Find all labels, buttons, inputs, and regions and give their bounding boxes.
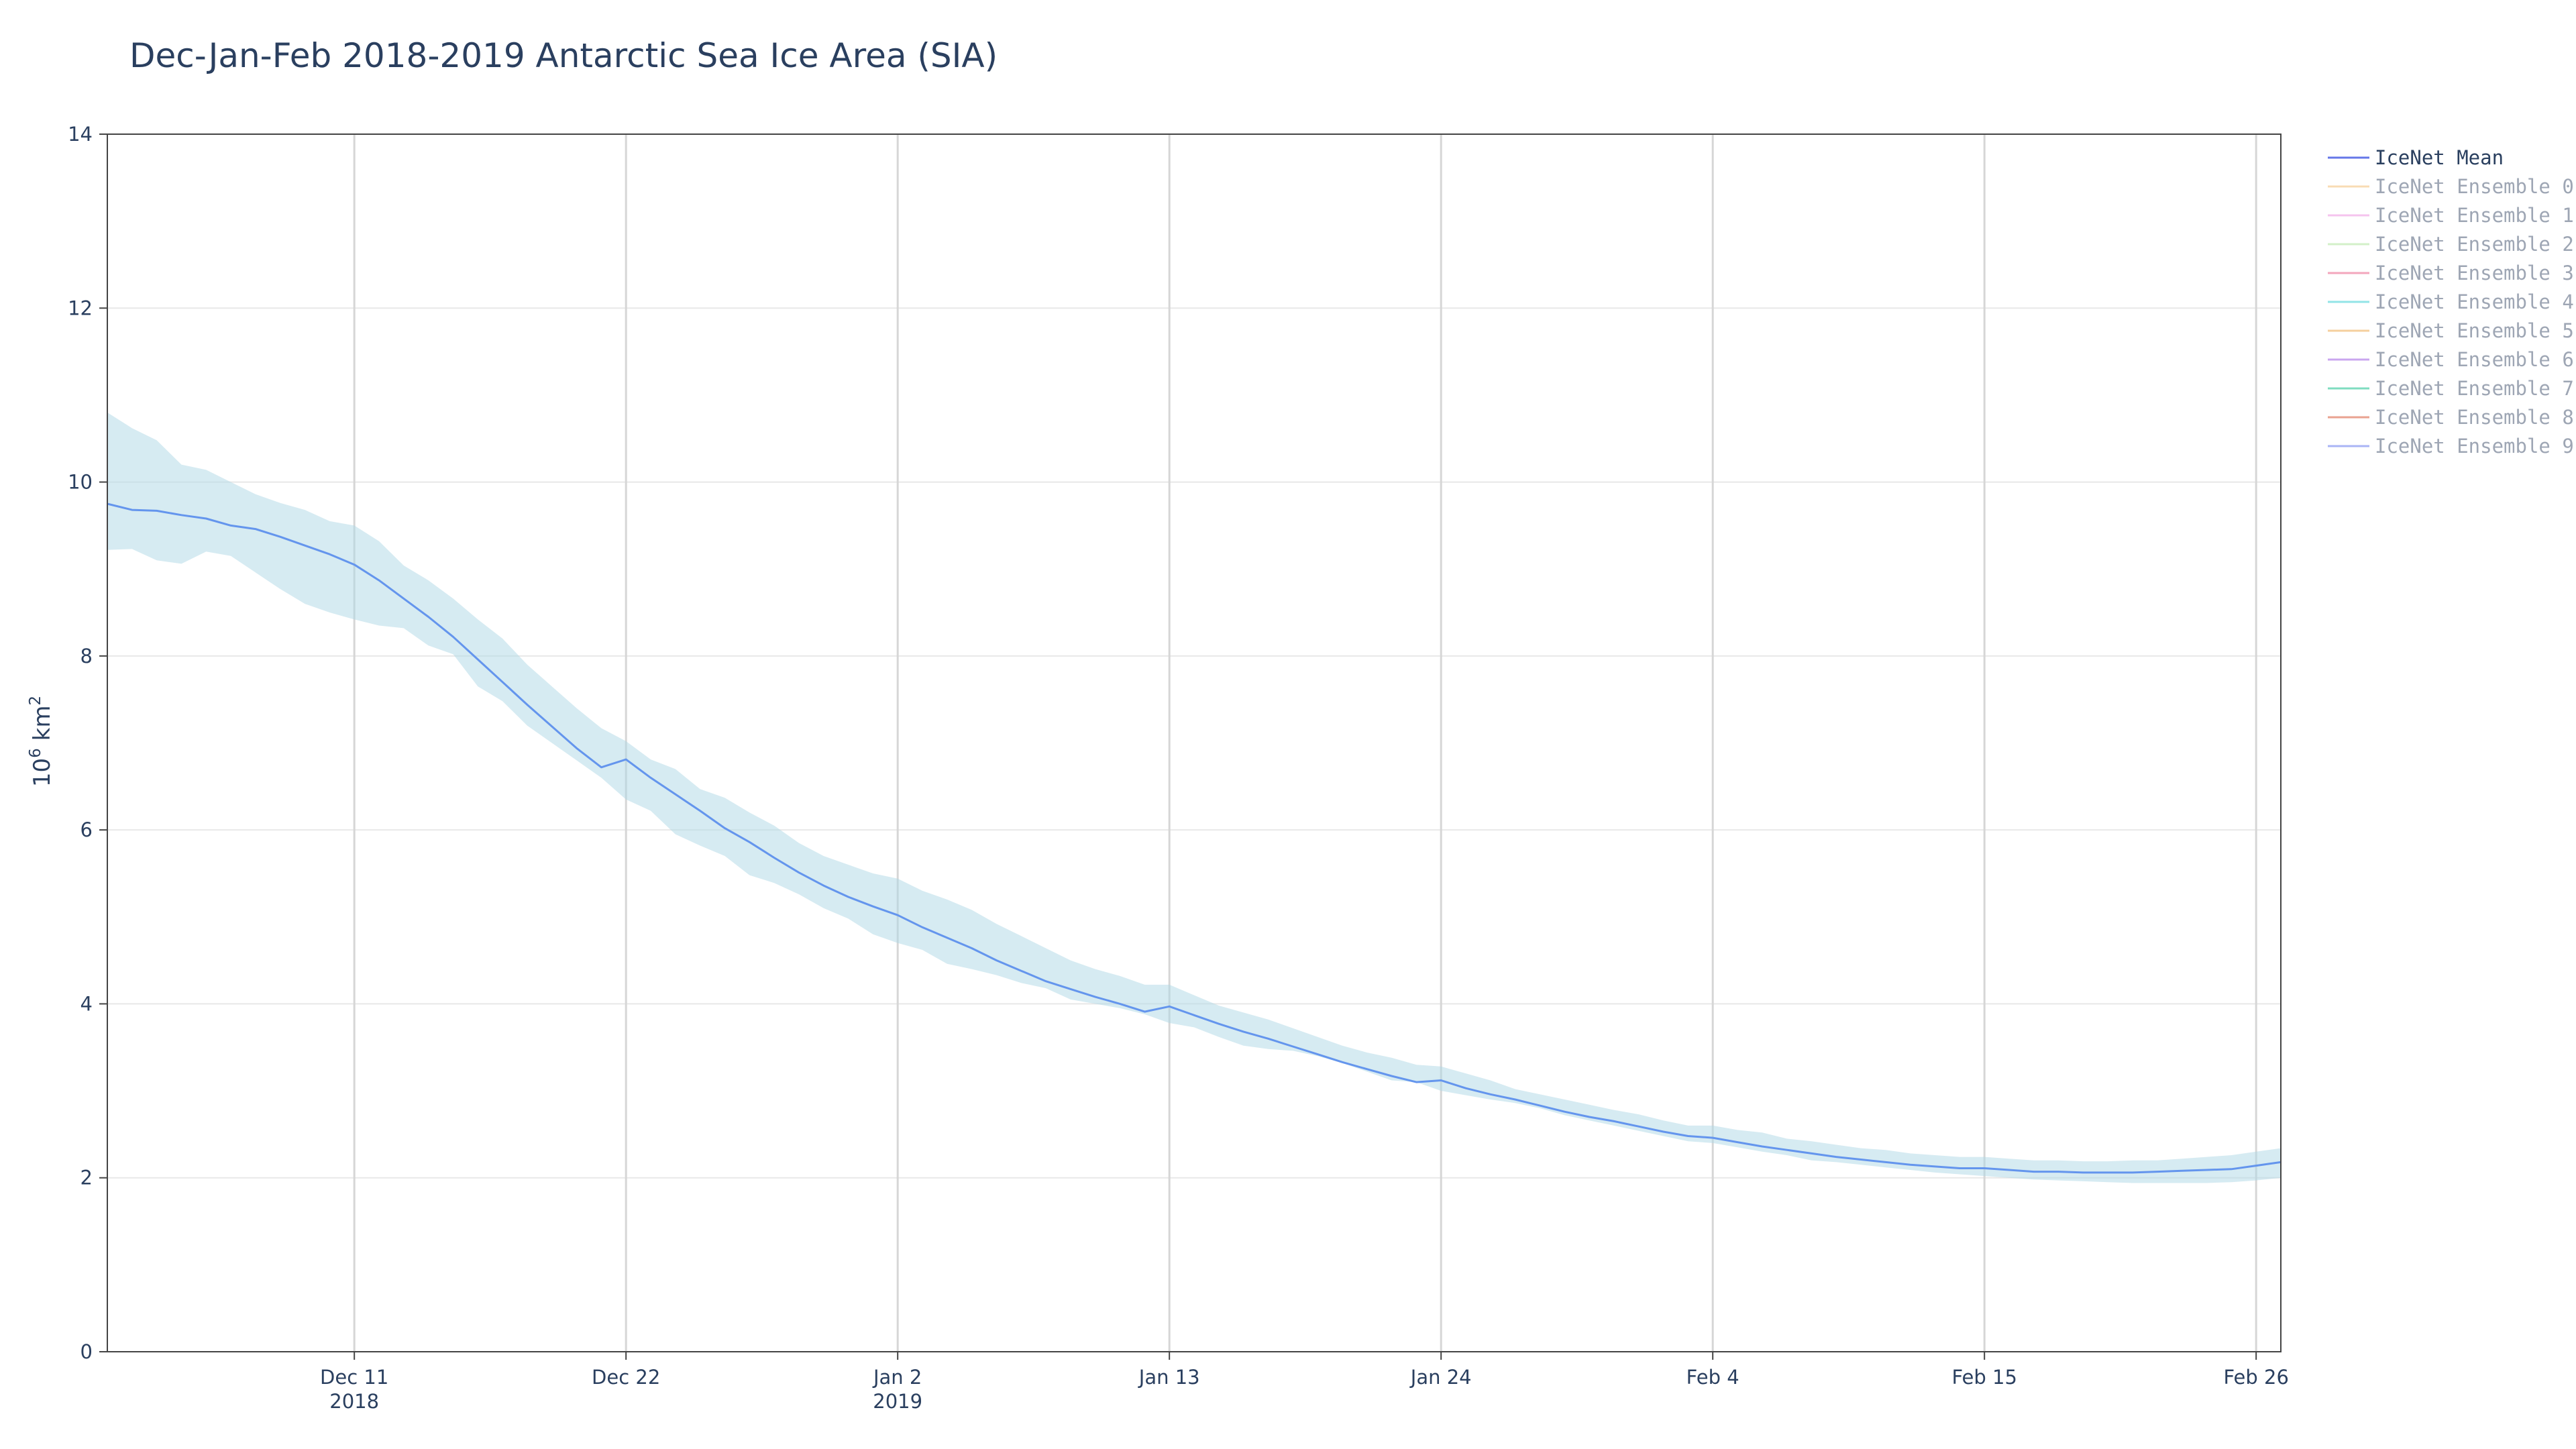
plot-frame [107,133,2282,1352]
x-tick-label: Feb 26 [2223,1366,2288,1389]
y-tick-label: 14 [68,123,93,146]
uncertainty-band-layer [107,412,2281,1183]
legend-entry-label: IceNet Ensemble 5 [2375,319,2574,342]
legend: IceNet Mean IceNet Ensemble 0 IceNet Ensem… [2328,146,2574,458]
uncertainty-band [107,412,2281,1183]
legend-entry-label: IceNet Ensemble 8 [2375,406,2574,429]
legend-entry-label: IceNet Ensemble 3 [2375,262,2574,284]
legend-entry-label: IceNet Ensemble 9 [2375,435,2574,458]
y-tick-label: 10 [68,471,93,494]
x-tick-label: Feb 4 [1686,1366,1739,1389]
y-tick-label: 8 [80,645,93,667]
x-tick-label: Feb 15 [1951,1366,2017,1389]
legend-entry-label: IceNet Ensemble 4 [2375,290,2574,313]
x-tick-year-label: 2019 [873,1390,922,1413]
y-label-unit: km [29,706,56,749]
mean-series-line [107,502,2282,1174]
y-label-base-exponent: 6 [27,748,44,758]
y-axis-ticks: 0 2 4 6 8 10 12 14 [68,123,107,1363]
grid-lines [107,133,2281,1352]
legend-entry-label: IceNet Mean [2375,146,2504,169]
y-tick-label: 12 [68,297,93,319]
y-tick-label: 4 [80,992,93,1015]
x-tick-label: Dec 11 [320,1366,388,1389]
y-tick-label: 0 [80,1340,93,1363]
y-tick-label: 6 [80,818,93,841]
legend-entry-label: IceNet Ensemble 7 [2375,377,2574,400]
series-layer [107,502,2282,1174]
x-tick-label: Jan 13 [1138,1366,1200,1389]
legend-entry-label: IceNet Ensemble 0 [2375,175,2574,198]
y-label-unit-exponent: 2 [27,696,44,706]
x-tick-label: Jan 2 [872,1366,922,1389]
legend-entry-label: IceNet Ensemble 6 [2375,348,2574,371]
y-axis-label: 106 km2 [27,696,56,787]
legend-entry-label: IceNet Ensemble 1 [2375,204,2574,227]
x-tick-label: Dec 22 [592,1366,660,1389]
chart-title: Dec-Jan-Feb 2018-2019 Antarctic Sea Ice … [129,36,998,75]
x-tick-year-label: 2018 [329,1390,379,1413]
legend-entry-label: IceNet Ensemble 2 [2375,233,2574,256]
y-label-base: 10 [29,758,56,787]
x-tick-label: Jan 24 [1409,1366,1472,1389]
y-tick-label: 2 [80,1167,93,1189]
